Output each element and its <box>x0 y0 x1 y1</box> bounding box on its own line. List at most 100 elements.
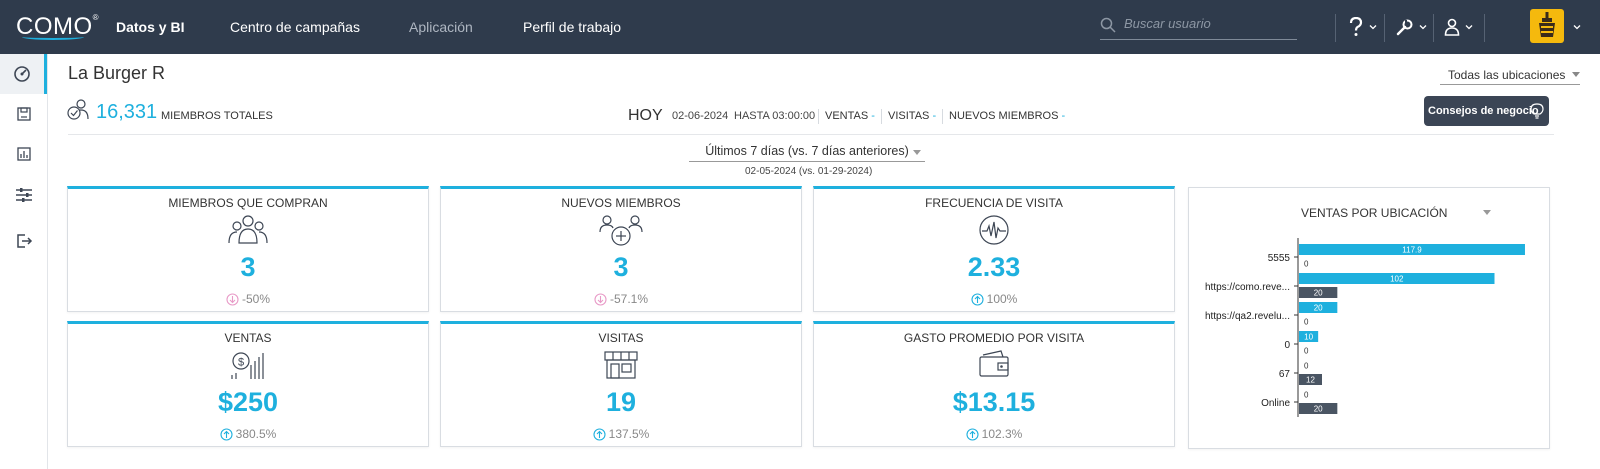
report-chart-icon <box>16 147 31 161</box>
divider <box>942 109 943 124</box>
user-menu[interactable] <box>1444 15 1474 39</box>
chart-category-label: Online <box>1261 398 1290 409</box>
svg-text:$: $ <box>238 357 244 369</box>
kpi-change-value: 137.5% <box>608 427 650 441</box>
business-tips-button[interactable]: Consejos de negocio <box>1424 96 1549 126</box>
chart-category-label: https://qa2.revelu... <box>1205 311 1290 322</box>
sales-by-location-card: VENTAS POR UBICACIÓN 5555 117.9 0 https://c… <box>1188 187 1550 449</box>
chart-bar-value: 10 <box>1304 333 1313 342</box>
today-visits-value: - <box>932 110 937 122</box>
search-icon <box>1100 17 1116 33</box>
user-icon <box>1444 18 1460 36</box>
chevron-down-icon <box>1465 25 1473 30</box>
lightbulb-icon <box>1530 103 1544 119</box>
sidebar-item-logout[interactable] <box>0 221 47 261</box>
tools-menu[interactable] <box>1396 15 1428 39</box>
tools-icon <box>1396 19 1413 36</box>
toolbar-divider <box>1433 14 1434 42</box>
toolbar-divider <box>1335 14 1336 42</box>
chart-bar-value: 20 <box>1314 289 1323 298</box>
toolbar-divider <box>1384 14 1385 42</box>
today-visits: VISITAS - <box>888 110 936 122</box>
store-icon <box>604 351 638 379</box>
logout-icon <box>16 234 32 248</box>
members-total-icon <box>67 99 89 120</box>
business-tips-label: Consejos de negocio <box>1428 105 1539 117</box>
divider <box>818 109 819 124</box>
trend-up-icon <box>220 427 233 441</box>
kpi-value: 3 <box>240 252 256 282</box>
kpi-change: 380.5% <box>68 427 428 441</box>
today-date: 02-06-2024 <box>672 110 729 122</box>
kpi-change-value: -50% <box>241 292 270 306</box>
kpi-card-visits[interactable]: VISITAS 19 137.5% <box>440 321 802 447</box>
kpi-change: -50% <box>68 292 428 306</box>
left-sidebar <box>0 54 48 469</box>
chart-title: VENTAS POR UBICACIÓN <box>1301 206 1448 220</box>
sidebar-item-reports[interactable] <box>0 134 47 174</box>
kpi-card-average-spend[interactable]: GASTO PROMEDIO POR VISITA $13.15 102.3% <box>813 321 1175 447</box>
today-sales-value: - <box>871 110 875 122</box>
nav-data-bi[interactable]: Datos y BI <box>116 19 185 35</box>
nav-application[interactable]: Aplicación <box>409 19 473 35</box>
nav-work-profile[interactable]: Perfil de trabajo <box>523 19 622 35</box>
nav-campaign-center[interactable]: Centro de campañas <box>230 19 360 35</box>
trend-down-icon <box>594 292 607 306</box>
trend-up-icon <box>966 427 979 441</box>
chart-dropdown-caret-icon[interactable] <box>1483 210 1491 216</box>
logo-swoosh <box>22 34 84 40</box>
sales-by-location-chart: 5555 117.9 0 https://como.reve... 102 20 https… <box>1205 238 1525 417</box>
today-until-time: HASTA 03:00:00 <box>734 110 816 122</box>
kpi-card-new-members[interactable]: NUEVOS MIEMBROS 3 -57.1% <box>440 186 802 312</box>
top-navigation-bar: COMO® Datos y BI Centro de campañas Apli… <box>0 0 1600 54</box>
caret-down-icon <box>1572 72 1580 77</box>
today-sales: VENTAS - <box>825 110 875 122</box>
kpi-card-sales[interactable]: VENTAS $ $250 380.5% <box>67 321 429 447</box>
chevron-down-icon <box>1419 25 1427 30</box>
chart-bar-value: 0 <box>1304 318 1309 327</box>
business-name: La Burger R <box>68 63 166 83</box>
user-search <box>1100 14 1297 40</box>
kpi-title: MIEMBROS QUE COMPRAN <box>168 196 328 210</box>
brand-logo[interactable] <box>1530 9 1564 43</box>
sidebar-item-save-report[interactable] <box>0 94 47 134</box>
chart-bar-value: 117.9 <box>1402 246 1422 255</box>
sidebar-item-dashboard[interactable] <box>0 54 47 94</box>
wallet-icon <box>979 350 1009 377</box>
chart-bar <box>1299 331 1319 342</box>
new-members-icon <box>599 215 643 246</box>
compare-date-range: 02-05-2024 (vs. 01-29-2024) <box>745 166 873 177</box>
header-separator <box>68 134 1554 135</box>
kpi-change-value: 100% <box>986 292 1018 306</box>
kpi-change-value: 380.5% <box>235 427 277 441</box>
save-report-icon <box>16 107 31 121</box>
brand-logo-icon <box>1539 12 1555 37</box>
kpi-card-visit-frequency[interactable]: FRECUENCIA DE VISITA 2.33 100% <box>813 186 1175 312</box>
location-dropdown-label: Todas las ubicaciones <box>1448 68 1566 82</box>
location-dropdown[interactable]: Todas las ubicaciones <box>1440 66 1580 85</box>
today-visits-label: VISITAS <box>888 110 930 122</box>
today-new-members: NUEVOS MIEMBROS - <box>949 110 1065 122</box>
kpi-card-buying-members[interactable]: MIEMBROS QUE COMPRAN 3 -50% <box>67 186 429 312</box>
chart-bar-value: 0 <box>1304 362 1309 371</box>
chart-bar <box>1299 403 1338 414</box>
kpi-title: NUEVOS MIEMBROS <box>561 196 681 210</box>
kpi-value: 3 <box>613 252 629 282</box>
search-input[interactable] <box>1124 16 1294 31</box>
chart-category-label: 67 <box>1279 369 1291 380</box>
today-sales-label: VENTAS <box>825 110 869 122</box>
chart-bar-value: 0 <box>1304 391 1309 400</box>
pulse-icon <box>979 215 1009 245</box>
sales-icon: $ <box>231 352 264 379</box>
chart-category-label: https://como.reve... <box>1205 282 1290 293</box>
filters-icon <box>15 188 32 202</box>
kpi-value: 19 <box>605 387 637 417</box>
kpi-title: FRECUENCIA DE VISITA <box>925 196 1063 210</box>
help-menu[interactable] <box>1348 15 1378 39</box>
divider <box>881 109 882 124</box>
sidebar-item-filters[interactable] <box>0 175 47 215</box>
period-dropdown[interactable]: Últimos 7 días (vs. 7 días anteriores) <box>689 144 925 162</box>
kpi-title: VISITAS <box>598 331 644 345</box>
chevron-down-icon[interactable] <box>1572 22 1582 32</box>
main-content: La Burger R Todas las ubicaciones 16,331… <box>48 54 1600 469</box>
